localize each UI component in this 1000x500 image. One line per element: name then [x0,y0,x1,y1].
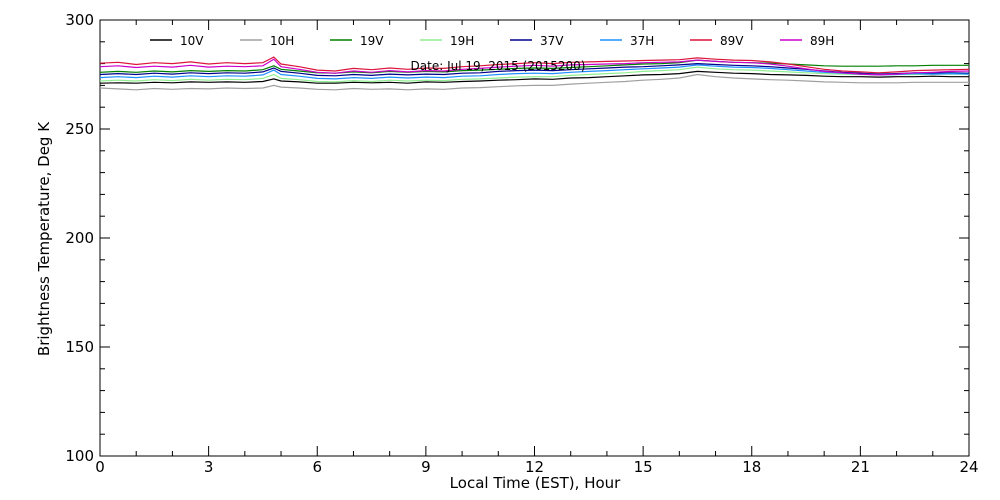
y-tick-label: 300 [65,11,94,29]
legend-label-19h: 19H [450,34,474,48]
y-axis-label: Brightness Temperature, Deg K [35,121,53,356]
series-line-19h [99,66,969,83]
x-tick-label: 0 [95,458,105,476]
legend-label-89h: 89H [810,34,834,48]
x-tick-label: 21 [851,458,870,476]
y-tick-label: 100 [65,447,94,465]
x-tick-label: 3 [204,458,214,476]
legend-label-89v: 89V [720,34,744,48]
x-axis-label: Local Time (EST), Hour [450,474,621,492]
series-line-37h [99,64,970,80]
series-line-19v [99,59,969,74]
series-line-10h [99,73,969,91]
y-tick-label: 250 [65,120,94,138]
legend-label-37h: 37H [630,34,654,48]
series-lines [99,56,970,91]
x-tick-label: 6 [312,458,322,476]
x-tick-label: 18 [742,458,761,476]
legend-label-10v: 10V [180,34,204,48]
legend-label-37v: 37V [540,34,564,48]
axis-ticks: 0 3 6 9 12 15 18 21 24 100 150 200 250 300 [65,11,978,476]
series-line-89v [99,56,970,74]
x-tick-label: 9 [421,458,431,476]
x-tick-label: 24 [959,458,978,476]
series-line-10v [99,70,969,84]
series-line-89h [99,58,970,76]
chart-title: Date: Jul 19, 2015 (2015200) [411,59,586,73]
y-tick-label: 150 [65,338,94,356]
legend: 10V 10H 19V 19H 37V 37H 89V 89H [150,34,834,48]
y-tick-label: 200 [65,229,94,247]
x-tick-label: 15 [634,458,653,476]
legend-label-10h: 10H [270,34,294,48]
legend-label-19v: 19V [360,34,384,48]
x-tick-label: 12 [525,458,544,476]
